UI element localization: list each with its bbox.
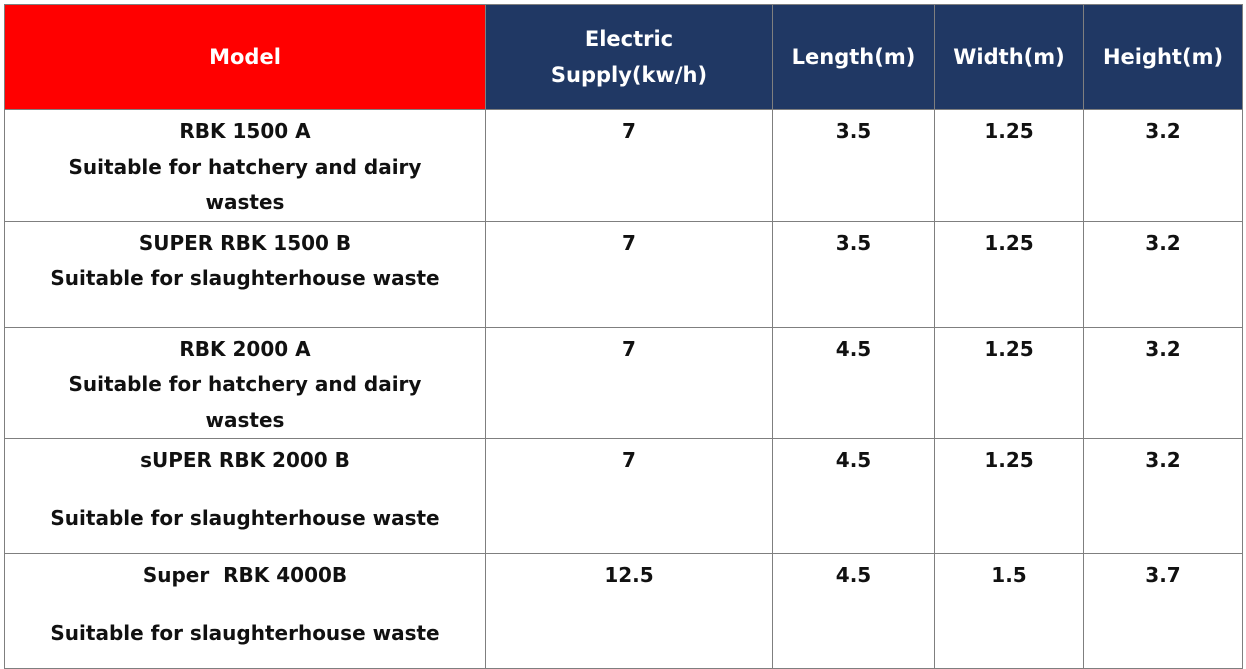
electric-cell: 12.5 <box>485 553 773 669</box>
electric-cell: 7 <box>485 326 773 439</box>
header-length: Length(m) <box>772 4 935 110</box>
width-cell: 1.5 <box>934 553 1084 669</box>
header-electric-line2: Supply(kw/h) <box>550 63 708 87</box>
model-name: SUPER RBK 1500 B <box>138 230 352 255</box>
model-cell: RBK 2000 A Suitable for hatchery and dai… <box>4 326 486 439</box>
model-cell: sUPER RBK 2000 B Suitable for slaughterh… <box>4 438 486 554</box>
height-cell: 3.2 <box>1083 326 1243 439</box>
height-cell: 3.2 <box>1083 109 1243 222</box>
height-cell: 3.2 <box>1083 438 1243 554</box>
width-cell: 1.25 <box>934 326 1084 439</box>
header-row: Model Electric Supply(kw/h) Length(m) Wi… <box>4 4 1243 110</box>
table-row: RBK 1500 A Suitable for hatchery and dai… <box>4 109 1243 222</box>
model-cell: Super RBK 4000B Suitable for slaughterho… <box>4 553 486 669</box>
model-use: Suitable for hatchery and dairy <box>68 154 422 179</box>
width-cell: 1.25 <box>934 220 1084 328</box>
length-cell: 3.5 <box>772 109 935 222</box>
model-use: Suitable for slaughterhouse waste <box>50 266 440 290</box>
model-name: RBK 1500 A <box>179 119 311 143</box>
spacer <box>5 479 485 501</box>
model-name: RBK 2000 A <box>179 336 311 361</box>
width-cell: 1.25 <box>934 109 1084 222</box>
model-use-cont: wastes <box>205 190 285 214</box>
height-cell: 3.2 <box>1083 220 1243 328</box>
model-name: sUPER RBK 2000 B <box>140 448 350 472</box>
length-cell: 4.5 <box>772 553 935 669</box>
electric-cell: 7 <box>485 220 773 328</box>
model-use: Suitable for hatchery and dairy <box>68 372 422 396</box>
model-use: Suitable for slaughterhouse waste <box>50 505 440 530</box>
table-row: SUPER RBK 1500 B Suitable for slaughterh… <box>4 220 1243 328</box>
height-cell: 3.7 <box>1083 553 1243 669</box>
header-electric-line1: Electric <box>584 27 674 51</box>
width-cell: 1.25 <box>934 438 1084 554</box>
model-cell: SUPER RBK 1500 B Suitable for slaughterh… <box>4 220 486 328</box>
length-cell: 3.5 <box>772 220 935 328</box>
model-use-cont: wastes <box>205 407 285 432</box>
header-electric-supply: Electric Supply(kw/h) <box>485 4 773 110</box>
model-name: Super RBK 4000B <box>142 563 348 587</box>
electric-cell: 7 <box>485 438 773 554</box>
model-use: Suitable for slaughterhouse waste <box>50 620 440 645</box>
electric-cell: 7 <box>485 109 773 222</box>
table-row: RBK 2000 A Suitable for hatchery and dai… <box>4 326 1243 439</box>
header-model: Model <box>4 4 486 110</box>
table-row: sUPER RBK 2000 B Suitable for slaughterh… <box>4 438 1243 554</box>
model-cell: RBK 1500 A Suitable for hatchery and dai… <box>4 109 486 222</box>
length-cell: 4.5 <box>772 326 935 439</box>
length-cell: 4.5 <box>772 438 935 554</box>
specs-table: Model Electric Supply(kw/h) Length(m) Wi… <box>4 4 1243 669</box>
table-row: Super RBK 4000B Suitable for slaughterho… <box>4 553 1243 669</box>
header-width: Width(m) <box>934 4 1084 110</box>
spacer <box>5 594 485 616</box>
header-height: Height(m) <box>1083 4 1243 110</box>
